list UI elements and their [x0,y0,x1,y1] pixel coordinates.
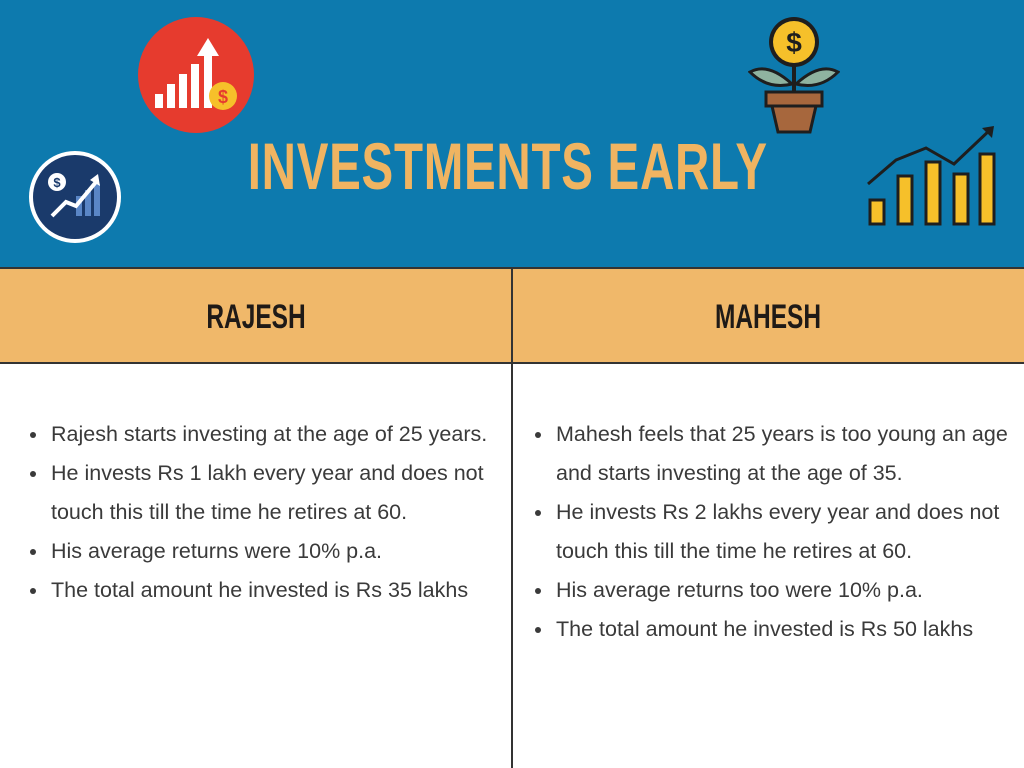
column-divider [511,267,513,768]
svg-text:$: $ [53,175,61,190]
bullet-item: The total amount he invested is Rs 35 la… [49,571,521,610]
svg-text:$: $ [786,27,802,58]
bullet-item: He invests Rs 1 lakh every year and does… [49,454,521,532]
bullet-list: Mahesh feels that 25 years is too young … [528,415,1024,649]
growth-icon: $ [138,17,254,133]
bullet-item: The total amount he invested is Rs 50 la… [554,610,1024,649]
header: $ $ $ INVESTMENTS EARLY [0,0,1024,267]
bullet-item: He invests Rs 2 lakhs every year and doe… [554,493,1024,571]
column-heading: RAJESH [206,298,306,336]
svg-text:$: $ [218,87,228,107]
bullet-list: Rajesh starts investing at the age of 25… [23,415,521,610]
bullet-item: Rajesh starts investing at the age of 25… [49,415,521,454]
bullet-item: His average returns were 10% p.a. [49,532,521,571]
money-plant-icon: $ [748,17,840,134]
bullet-item: His average returns too were 10% p.a. [554,571,1024,610]
bullet-item: Mahesh feels that 25 years is too young … [554,415,1024,493]
chart-badge-icon: $ [29,151,121,243]
title: INVESTMENTS EARLY [247,129,768,203]
column-heading: MAHESH [714,298,822,336]
bar-chart-icon [867,126,996,226]
